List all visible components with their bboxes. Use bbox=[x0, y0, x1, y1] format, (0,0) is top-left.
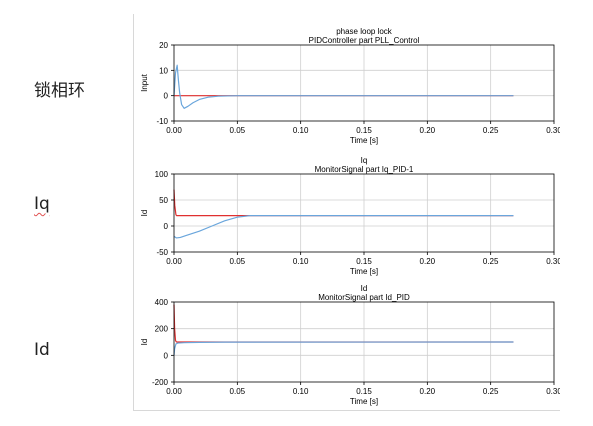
y-tick-label: -50 bbox=[156, 248, 168, 257]
chart-title: Iq bbox=[361, 156, 368, 165]
chart-subtitle: PIDController part PLL_Control bbox=[309, 36, 420, 45]
x-tick-label: 0.00 bbox=[166, 257, 182, 266]
x-tick-label: 0.10 bbox=[293, 126, 309, 135]
series-line-2 bbox=[173, 341, 514, 356]
side-label-id: Id bbox=[34, 340, 50, 360]
y-tick-label: 50 bbox=[159, 196, 168, 205]
y-tick-label: 10 bbox=[159, 66, 168, 75]
chart-title: Id bbox=[361, 284, 368, 293]
x-axis-label: Time [s] bbox=[350, 397, 378, 406]
x-tick-label: 0.10 bbox=[293, 387, 309, 396]
x-tick-label: 0.25 bbox=[483, 387, 499, 396]
y-axis-label: Id bbox=[140, 210, 149, 217]
x-tick-label: 0.10 bbox=[293, 257, 309, 266]
plot-frame bbox=[173, 301, 555, 383]
y-axis-label: Input bbox=[140, 73, 149, 92]
x-tick-label: 0.15 bbox=[356, 387, 372, 396]
y-tick-label: 400 bbox=[155, 298, 169, 307]
chart-subtitle: MonitorSignal part Iq_PID-1 bbox=[315, 165, 414, 174]
y-tick-label: 20 bbox=[159, 41, 168, 50]
y-tick-label: 200 bbox=[155, 325, 169, 334]
y-tick-label: 0 bbox=[164, 222, 169, 231]
plot-figure: phase loop lock PIDController part PLL_Co… bbox=[133, 14, 560, 411]
x-axis-label: Time [s] bbox=[350, 136, 378, 145]
y-tick-label: -200 bbox=[152, 378, 169, 387]
x-tick-label: 0.05 bbox=[230, 126, 246, 135]
y-tick-label: 100 bbox=[155, 170, 169, 179]
x-tick-label: 0.00 bbox=[166, 387, 182, 396]
y-axis-label: Id bbox=[140, 339, 149, 346]
chart-subtitle: MonitorSignal part Id_PID bbox=[318, 293, 410, 302]
x-tick-label: 0.30 bbox=[546, 257, 560, 266]
x-tick-label: 0.25 bbox=[483, 126, 499, 135]
x-tick-label: 0.20 bbox=[420, 126, 436, 135]
y-tick-label: 0 bbox=[164, 351, 169, 360]
chart-title: phase loop lock bbox=[336, 27, 393, 36]
y-tick-label: -10 bbox=[156, 117, 168, 126]
y-tick-label: 0 bbox=[164, 92, 169, 101]
x-tick-label: 0.05 bbox=[230, 387, 246, 396]
series-line-2 bbox=[173, 215, 514, 239]
x-tick-label: 0.25 bbox=[483, 257, 499, 266]
x-tick-label: 0.20 bbox=[420, 387, 436, 396]
x-tick-label: 0.15 bbox=[356, 126, 372, 135]
plot-frame bbox=[173, 44, 555, 122]
side-label-iq: Iq bbox=[34, 194, 50, 214]
x-tick-label: 0.05 bbox=[230, 257, 246, 266]
side-label-pll: 锁相环 bbox=[34, 81, 85, 101]
x-tick-label: 0.30 bbox=[546, 126, 560, 135]
x-axis-label: Time [s] bbox=[350, 267, 378, 276]
x-tick-label: 0.20 bbox=[420, 257, 436, 266]
series-line-2 bbox=[173, 64, 514, 109]
x-tick-label: 0.30 bbox=[546, 387, 560, 396]
plot-frame bbox=[173, 173, 555, 253]
x-tick-label: 0.00 bbox=[166, 126, 182, 135]
x-tick-label: 0.15 bbox=[356, 257, 372, 266]
